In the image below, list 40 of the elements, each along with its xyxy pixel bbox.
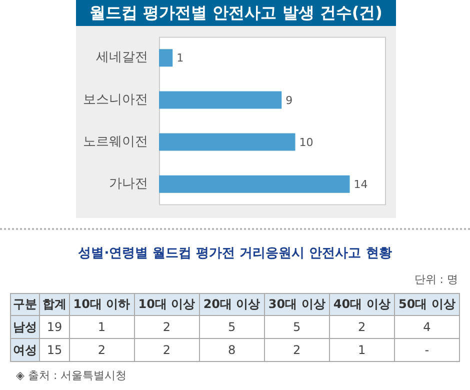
data-label: 9 — [286, 94, 293, 107]
data-label: 2 — [264, 338, 330, 362]
data-label: 2 — [329, 316, 394, 338]
data-label: 5 — [199, 316, 264, 338]
x-tick-label: 40대 이상 — [329, 294, 394, 316]
data-label: 1 — [329, 338, 394, 362]
bar — [159, 91, 282, 109]
x-tick-label: 20대 이상 — [199, 294, 264, 316]
y-tick-label: 남성 — [10, 316, 40, 338]
data-label: 10 — [299, 136, 314, 149]
bar — [159, 49, 173, 67]
y-tick-label: 노르웨이전 — [83, 134, 148, 150]
data-label: 2 — [134, 338, 200, 362]
text: ◈ 출처 : 서울특별시청 — [15, 368, 128, 383]
data-label: 5 — [264, 316, 330, 338]
y-tick-label: 세네갈전 — [96, 50, 148, 66]
data-label: 1 — [176, 52, 184, 65]
bar — [159, 175, 350, 193]
data-label: 2 — [134, 316, 200, 338]
x-tick-label: 10대 이하 — [69, 294, 134, 316]
x-tick-label: 30대 이상 — [264, 294, 330, 316]
data-label: 8 — [199, 338, 264, 362]
data-label: 19 — [40, 316, 70, 338]
y-axis-title: 구분 — [10, 294, 40, 316]
text: 단위 : 명 — [413, 272, 459, 287]
x-tick-label: 10대 이상 — [134, 294, 200, 316]
data-label: 4 — [394, 316, 460, 338]
data-label: 1 — [69, 316, 134, 338]
data-label: 2 — [69, 338, 134, 362]
y-tick-label: 보스니아전 — [83, 92, 148, 108]
x-tick-label: 합계 — [40, 294, 70, 316]
text: - — [424, 343, 430, 357]
bar — [159, 133, 296, 151]
chart-title: 월드컵 평가전별 안전사고 발생 건수(건) — [76, 0, 396, 26]
x-tick-label: 50대 이상 — [394, 294, 460, 316]
data-label: 14 — [354, 178, 368, 192]
y-tick-label: 여성 — [10, 338, 40, 362]
data-label: 15 — [40, 338, 70, 362]
y-tick-label: 가나전 — [109, 176, 148, 192]
chart-title: 성별·연령별 월드컵 평가전 거리응원시 안전사고 현황 — [77, 245, 393, 262]
